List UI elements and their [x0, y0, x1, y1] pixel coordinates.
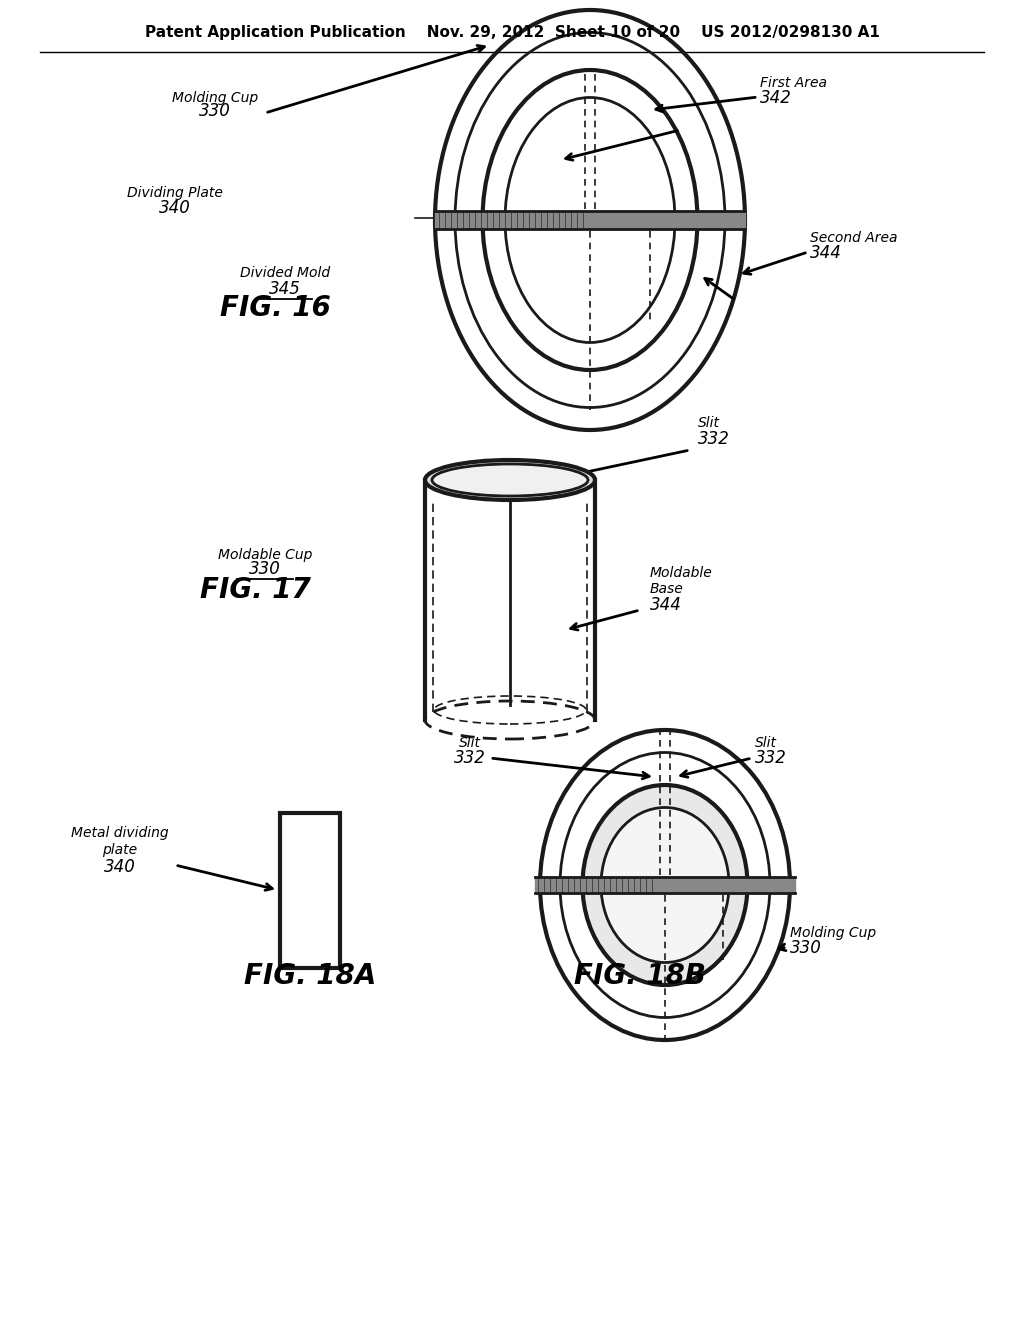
Text: 330: 330: [790, 939, 822, 957]
Text: plate: plate: [102, 843, 137, 857]
Text: 340: 340: [159, 199, 190, 216]
Text: Moldable: Moldable: [650, 566, 713, 579]
Text: FIG. 18A: FIG. 18A: [244, 962, 376, 990]
Text: 340: 340: [104, 858, 136, 876]
Text: Base: Base: [648, 874, 682, 888]
Ellipse shape: [601, 808, 729, 962]
Text: 332: 332: [698, 430, 730, 447]
Text: 344: 344: [810, 244, 842, 261]
Text: Divided Mold: Divided Mold: [240, 267, 330, 280]
Text: Slit: Slit: [459, 737, 481, 750]
Bar: [280, 813, 340, 968]
Text: Slit: Slit: [698, 416, 720, 430]
Text: 342: 342: [760, 88, 792, 107]
Text: FIG. 16: FIG. 16: [219, 294, 331, 322]
Text: First Area: First Area: [760, 77, 827, 90]
Text: Metal dividing: Metal dividing: [72, 826, 169, 840]
Text: Moldable: Moldable: [634, 858, 696, 873]
Ellipse shape: [432, 465, 588, 496]
Text: Dividing Plate: Dividing Plate: [127, 186, 223, 201]
Text: 330: 330: [249, 560, 281, 578]
Text: 332: 332: [755, 748, 786, 767]
Text: 344: 344: [649, 890, 681, 908]
Text: 345: 345: [269, 280, 301, 298]
Text: Molding Cup: Molding Cup: [172, 91, 258, 106]
Text: Second Area: Second Area: [810, 231, 897, 246]
Text: Molding Cup: Molding Cup: [790, 927, 877, 940]
Text: 344: 344: [650, 597, 682, 614]
Text: 332: 332: [454, 748, 486, 767]
Ellipse shape: [425, 459, 595, 500]
Text: Patent Application Publication    Nov. 29, 2012  Sheet 10 of 20    US 2012/02981: Patent Application Publication Nov. 29, …: [144, 25, 880, 40]
Text: Slit: Slit: [755, 737, 777, 750]
Text: FIG. 17: FIG. 17: [200, 576, 310, 605]
Ellipse shape: [583, 785, 748, 985]
Text: FIG. 18B: FIG. 18B: [574, 962, 706, 990]
Text: Moldable Cup: Moldable Cup: [218, 548, 312, 562]
Text: 330: 330: [199, 102, 231, 120]
Text: Base: Base: [650, 582, 684, 597]
